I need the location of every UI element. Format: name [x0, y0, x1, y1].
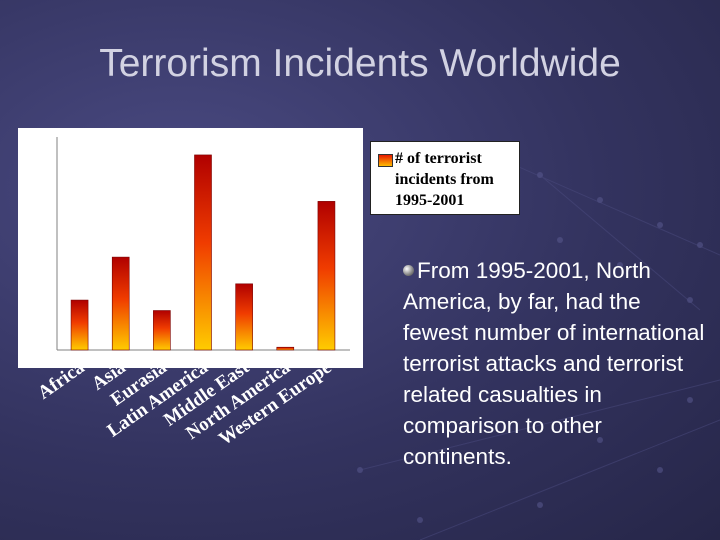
bar-eurasia: [153, 310, 171, 351]
slide-title: Terrorism Incidents Worldwide: [99, 42, 621, 85]
y-tick-label: 0: [35, 343, 43, 359]
bar-latin-america: [194, 154, 212, 351]
bar-north-america: [276, 346, 295, 351]
bullet-icon: [403, 265, 414, 276]
legend-swatch: [378, 154, 393, 167]
y-tick-label: 200: [20, 297, 43, 313]
y-tick-label: 700: [20, 180, 43, 196]
bar-africa: [70, 299, 89, 351]
bar-western-europe: [317, 201, 336, 351]
y-tick-label: 300: [20, 273, 43, 289]
bar-middle-east: [235, 283, 253, 351]
bullet-text: From 1995-2001, North America, by far, h…: [403, 258, 705, 469]
chart-legend: # of terrorist incidents from 1995-2001: [370, 141, 520, 215]
y-tick-label: 900: [20, 134, 43, 150]
x-category-label: Africa: [34, 357, 89, 404]
y-tick-label: 100: [20, 320, 43, 336]
bullet-point: From 1995-2001, North America, by far, h…: [403, 255, 708, 472]
y-tick-label: 400: [20, 250, 43, 266]
legend-label: # of terrorist incidents from 1995-2001: [395, 150, 494, 209]
y-tick-label: 800: [20, 157, 43, 173]
bar-asia: [111, 256, 130, 351]
y-tick-label: 600: [20, 204, 43, 220]
y-tick-label: 500: [20, 227, 43, 243]
